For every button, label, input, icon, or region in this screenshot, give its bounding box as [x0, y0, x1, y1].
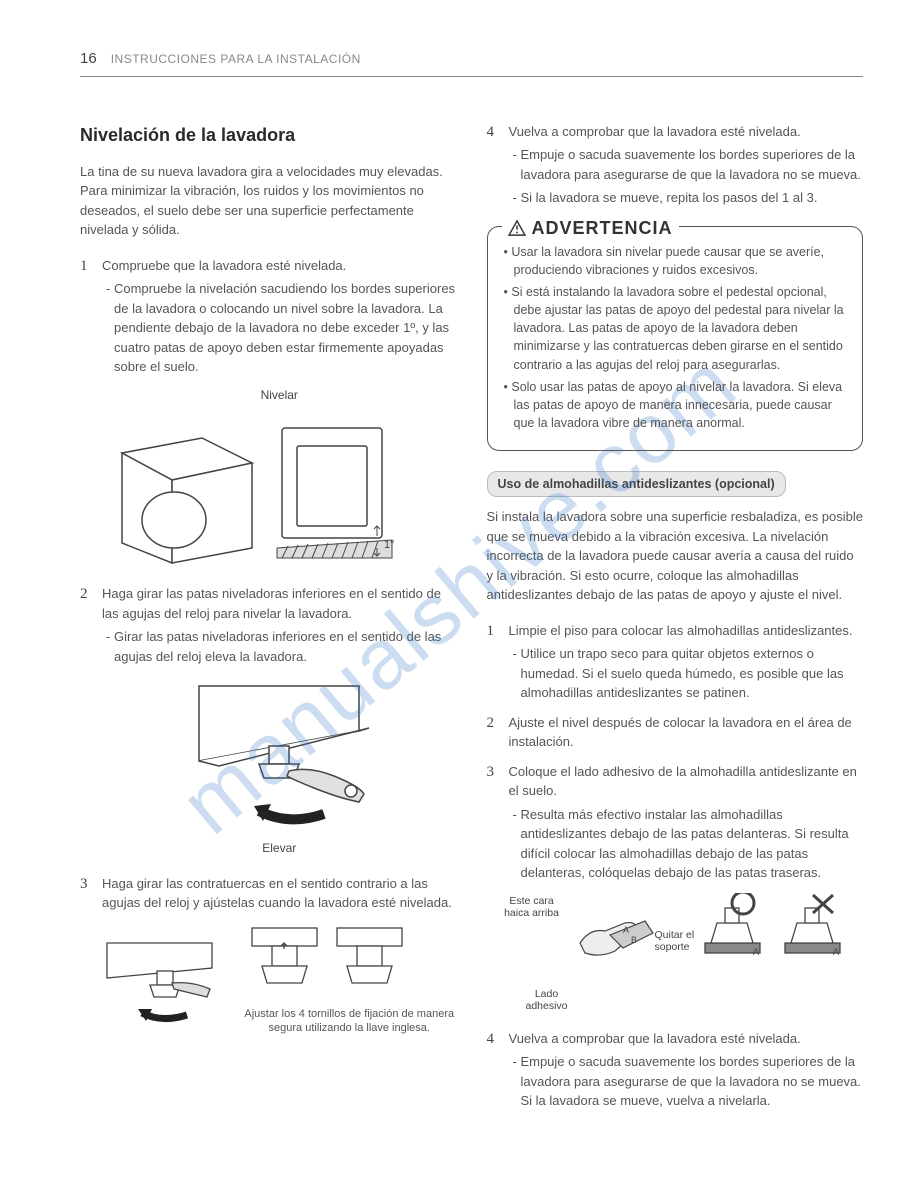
warning-item: Usar la lavadora sin nivelar puede causa…	[502, 243, 849, 279]
step-number: 4	[487, 122, 509, 208]
pad-label-top: Este cara haica arriba	[497, 893, 567, 920]
step-body: Haga girar las patas niveladoras inferio…	[102, 584, 457, 666]
warning-item: Solo usar las patas de apoyo al nivelar …	[502, 378, 849, 432]
pad-label-adhesive: Lado adhesivo	[517, 988, 577, 1013]
pad-step-4: 4 Vuelva a comprobar que la lavadora est…	[487, 1029, 864, 1111]
subsection-intro: Si instala la lavadora sobre una superfi…	[487, 507, 864, 605]
figure-3-locknuts: Ajustar los 4 tornillos de fijación de m…	[102, 923, 457, 1036]
step-text: Vuelva a comprobar que la lavadora esté …	[509, 1031, 801, 1046]
step-body: Ajuste el nivel después de colocar la la…	[509, 713, 864, 752]
angle-label: 1°	[384, 539, 395, 551]
svg-text:B: B	[631, 935, 637, 945]
figure-label: Nivelar	[102, 387, 457, 404]
intro-paragraph: La tina de su nueva lavadora gira a velo…	[80, 162, 457, 240]
warning-title: ADVERTENCIA	[502, 215, 679, 241]
svg-text:A: A	[753, 947, 759, 957]
subsection-heading: Uso de almohadillas antideslizantes (opc…	[487, 471, 786, 497]
two-column-layout: Nivelación de la lavadora La tina de su …	[80, 122, 863, 1121]
right-column: 4 Vuelva a comprobar que la lavadora est…	[487, 122, 864, 1121]
step-body: Limpie el piso para colocar las almohadi…	[509, 621, 864, 703]
step-sub: Empuje o sacuda suavemente los bordes su…	[509, 1052, 864, 1111]
header-title: INSTRUCCIONES PARA LA INSTALACIÓN	[111, 51, 361, 68]
step-sub: Empuje o sacuda suavemente los bordes su…	[509, 145, 864, 184]
step-3: 3 Haga girar las contratuercas en el sen…	[80, 874, 457, 913]
step-text: Haga girar las contratuercas en el senti…	[102, 876, 452, 911]
pad-step-3: 3 Coloque el lado adhesivo de la almohad…	[487, 762, 864, 883]
figure-1-leveling: Nivelar	[102, 387, 457, 568]
washer-level-diagram-icon: 1°	[102, 408, 402, 568]
step-number: 1	[80, 256, 102, 377]
page-number: 16	[80, 48, 97, 70]
step-1: 1 Compruebe que la lavadora esté nivelad…	[80, 256, 457, 377]
step-sub: Utilice un trapo seco para quitar objeto…	[509, 644, 864, 703]
step-sub: Resulta más efectivo instalar las almoha…	[509, 805, 864, 883]
step-text: Coloque el lado adhesivo de la almohadil…	[509, 764, 857, 799]
step-body: Vuelva a comprobar que la lavadora esté …	[509, 1029, 864, 1111]
leveling-feet-diagram-icon	[159, 676, 399, 836]
step-body: Coloque el lado adhesivo de la almohadil…	[509, 762, 864, 883]
pad-step-1: 1 Limpie el piso para colocar las almoha…	[487, 621, 864, 703]
step-text: Limpie el piso para colocar las almohadi…	[509, 623, 853, 638]
step-2: 2 Haga girar las patas niveladoras infer…	[80, 584, 457, 666]
warning-triangle-icon	[508, 220, 526, 236]
left-column: Nivelación de la lavadora La tina de su …	[80, 122, 457, 1121]
svg-text:A: A	[623, 925, 629, 935]
pad-step-2: 2 Ajuste el nivel después de colocar la …	[487, 713, 864, 752]
step-sub: Compruebe la nivelación sacudiendo los b…	[102, 279, 457, 377]
step-text: Ajuste el nivel después de colocar la la…	[509, 715, 852, 750]
step-text: Compruebe que la lavadora esté nivelada.	[102, 258, 346, 273]
figure-4-antislip-pads: Este cara haica arriba A B	[497, 893, 864, 1013]
warning-box: ADVERTENCIA Usar la lavadora sin nivelar…	[487, 226, 864, 451]
warning-list: Usar la lavadora sin nivelar puede causa…	[502, 239, 849, 432]
step-sub: Si la lavadora se mueve, repita los paso…	[509, 188, 864, 208]
step-number: 1	[487, 621, 509, 703]
figure-label: Elevar	[102, 840, 457, 857]
figure-2-raise-feet: Elevar	[102, 676, 457, 857]
feet-pair-diagram-icon	[242, 923, 412, 1003]
pad-label-remove: Quitar el soporte	[655, 929, 710, 954]
step-number: 2	[80, 584, 102, 666]
warning-item: Si está instalando la lavadora sobre el …	[502, 283, 849, 374]
step-number: 2	[487, 713, 509, 752]
step-body: Haga girar las contratuercas en el senti…	[102, 874, 457, 913]
section-title: Nivelación de la lavadora	[80, 122, 457, 148]
figure-caption: Ajustar los 4 tornillos de fijación de m…	[242, 1007, 457, 1036]
page-header: 16 INSTRUCCIONES PARA LA INSTALACIÓN	[80, 48, 863, 77]
step-number: 4	[487, 1029, 509, 1111]
step-4: 4 Vuelva a comprobar que la lavadora est…	[487, 122, 864, 208]
antislip-pad-diagram-icon: A B A	[575, 893, 855, 988]
warning-title-text: ADVERTENCIA	[532, 215, 673, 241]
step-number: 3	[80, 874, 102, 913]
step-number: 3	[487, 762, 509, 883]
step-body: Vuelva a comprobar que la lavadora esté …	[509, 122, 864, 208]
step-sub: Girar las patas niveladoras inferiores e…	[102, 627, 457, 666]
step-body: Compruebe que la lavadora esté nivelada.…	[102, 256, 457, 377]
svg-text:A: A	[833, 947, 839, 957]
step-text: Haga girar las patas niveladoras inferio…	[102, 586, 441, 621]
wrench-foot-diagram-icon	[102, 923, 232, 1033]
step-text: Vuelva a comprobar que la lavadora esté …	[509, 124, 801, 139]
